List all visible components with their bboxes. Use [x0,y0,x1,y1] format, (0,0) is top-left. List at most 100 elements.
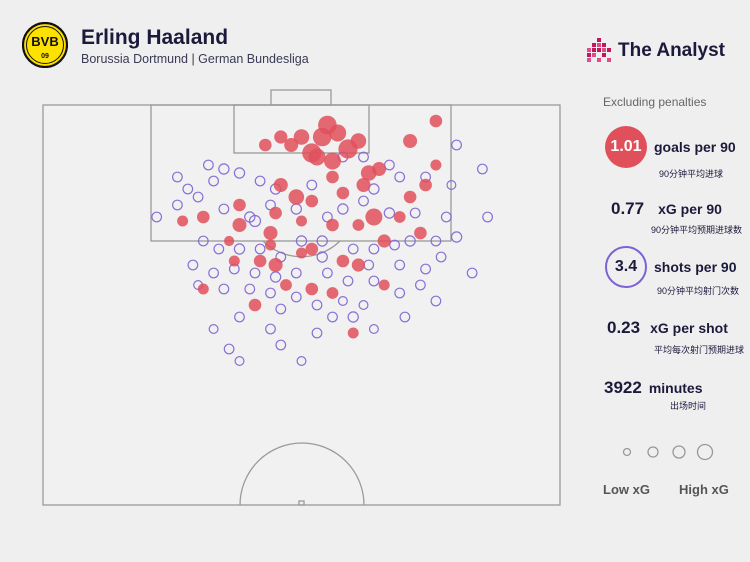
goal-shot-point-49 [197,283,209,295]
missed-shot-point-46 [420,263,432,275]
goal-shot-point-5 [293,129,310,145]
xgshot-value: 0.23 [607,318,641,337]
goal-shot-point-8 [308,148,326,166]
shots-circle: 3.4 [605,246,647,288]
missed-shot-point-41 [290,267,302,279]
stat-goals: 1.01 goals per 90 [605,126,736,168]
goal-shot-point-14 [259,138,272,152]
missed-shot-point-80 [234,356,245,367]
minutes-cn: 出场时间 [670,401,707,411]
missed-shot-point-5 [233,167,246,179]
missed-shot-point-49 [218,283,230,295]
missed-shot-point-4 [208,175,220,187]
missed-shot-point-59 [466,267,478,279]
missed-shot-point-54 [337,296,348,307]
missed-shot-point-0 [202,159,214,171]
xg-size-legend [622,443,714,461]
missed-shot-point-2 [182,183,194,195]
goal-shot-point-48 [351,258,365,272]
goal-shot-point-44 [269,206,282,220]
missed-shot-point-73 [208,324,219,335]
missed-shot-point-67 [358,151,369,163]
missed-shot-point-53 [311,299,323,311]
missed-shot-point-34 [430,235,442,247]
xgshot-cn: 平均每次射门预期进球 [654,345,745,355]
goal-shot-point-27 [233,198,246,212]
missed-shot-point-55 [358,300,369,311]
pitch-lines [42,89,561,506]
legend-high-xg: High xG [679,482,729,497]
note-excluding-penalties: Excluding penalties [603,95,707,109]
missed-shot-point-63 [151,211,163,223]
bvb-crest-icon: BVB 09 [22,22,68,68]
missed-shot-point-20 [383,207,396,219]
stat-minutes: 3922 minutes [604,378,703,398]
goals-cn: 90分钟平均进球 [659,169,724,179]
goal-shot-point-43 [248,298,262,312]
missed-shot-point-18 [337,203,349,215]
missed-shot-point-44 [368,275,380,287]
missed-shot-point-52 [290,291,302,303]
missed-shot-point-22 [440,211,452,223]
missed-shot-point-13 [218,203,230,215]
goal-shot-point-30 [336,254,350,268]
missed-shot-point-45 [394,259,406,271]
goal-shot-point-10 [350,133,367,149]
missed-shot-point-28 [295,235,308,247]
shots-cn: 90分钟平均射门次数 [657,286,740,296]
goal-shot-point-24 [296,215,307,227]
missed-shot-point-12 [446,180,457,191]
xgshot-label: xG per shot [650,320,728,336]
goal-shot-point-51 [228,255,240,267]
missed-shot-point-65 [192,191,204,203]
missed-shot-point-3 [171,171,183,183]
missed-shot-point-35 [450,231,463,243]
missed-shot-point-77 [399,311,411,323]
page-title: Erling Haaland [81,26,229,49]
brand-name: The Analyst [618,40,725,61]
goal-shot-point-46 [326,170,339,184]
crest-text: BVB [31,34,58,49]
goal-shot-point-6 [284,138,299,152]
crest-year: 09 [41,53,49,60]
goal-shot-point-7 [274,130,288,144]
goal-shot-point-26 [197,210,210,224]
page-subtitle: Borussia Dortmund | German Bundesliga [81,52,309,66]
missed-shot-point-25 [233,243,246,255]
missed-shot-point-57 [415,279,426,291]
missed-shot-point-50 [244,283,256,295]
goal-shot-point-37 [378,279,390,291]
legend-circle-1 [622,447,632,457]
legend-circle-3 [672,445,686,459]
missed-shot-point-31 [368,243,380,255]
shots-value: 3.4 [614,258,638,275]
goal-shot-point-41 [268,258,283,272]
missed-shot-point-30 [347,243,359,255]
missed-shot-point-74 [265,323,276,335]
missed-shot-point-26 [254,243,266,255]
missed-shot-point-33 [404,235,416,247]
missed-shot-point-60 [482,211,494,223]
missed-shot-point-43 [342,275,354,287]
goal-shot-point-40 [296,247,307,259]
missed-shot-point-72 [234,311,245,323]
goal-shot-point-34 [419,178,432,192]
missed-shot-point-58 [430,295,442,307]
goal-shot-point-38 [347,327,359,339]
missed-shot-point-42 [322,267,333,279]
stat-xg: 0.77 xG per 90 [611,199,722,219]
goal-shot-point-53 [280,279,292,291]
missed-shot-point-51 [265,287,276,299]
xg-cn: 90分钟平均预期进球数 [651,225,743,235]
legend-low-xg: Low xG [603,482,650,497]
missed-shot-point-76 [368,324,379,335]
missed-shot-point-8 [306,179,318,191]
missed-shot-point-70 [327,311,338,323]
goal-shot-point-20 [372,162,387,176]
shots-label: shots per 90 [654,259,737,275]
missed-shot-point-47 [435,251,447,263]
goal-shot-point-52 [265,239,276,251]
goal-shot-point-28 [263,226,278,240]
goal-shot-point-12 [429,114,443,128]
goal-shot-point-19 [356,178,371,192]
